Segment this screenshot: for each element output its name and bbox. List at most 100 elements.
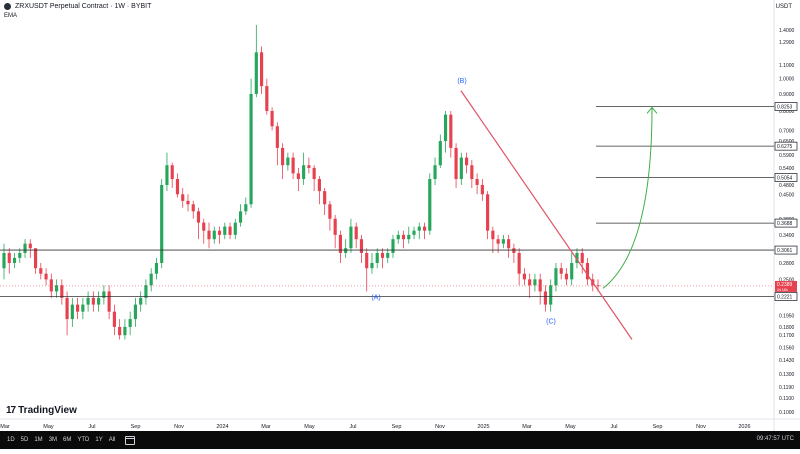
candle-body[interactable] <box>517 252 521 274</box>
candle-body[interactable] <box>81 304 85 312</box>
candle-body[interactable] <box>317 179 321 192</box>
candle-body[interactable] <box>312 167 316 180</box>
candle-body[interactable] <box>33 248 38 269</box>
candle-body[interactable] <box>70 304 74 320</box>
timeframe-ytd[interactable]: YTD <box>77 437 90 443</box>
candle-body[interactable] <box>407 234 411 240</box>
candle-body[interactable] <box>28 243 32 249</box>
candle-body[interactable] <box>23 243 27 253</box>
candle-body[interactable] <box>139 297 143 305</box>
indicator-label[interactable]: EMA <box>4 13 18 19</box>
candle-body[interactable] <box>386 252 390 258</box>
candle-body[interactable] <box>454 147 458 180</box>
candle-body[interactable] <box>459 157 463 180</box>
candle-body[interactable] <box>575 252 579 263</box>
candle-body[interactable] <box>181 194 185 201</box>
candle-body[interactable] <box>212 230 216 240</box>
candle-body[interactable] <box>270 111 274 127</box>
candle-body[interactable] <box>223 226 227 235</box>
candle-body[interactable] <box>128 319 132 327</box>
candle-body[interactable] <box>338 234 343 253</box>
candle-body[interactable] <box>344 248 348 253</box>
candle-body[interactable] <box>380 252 385 258</box>
candle-body[interactable] <box>60 285 64 298</box>
candle-body[interactable] <box>233 222 237 235</box>
candle-body[interactable] <box>160 184 164 263</box>
candle-body[interactable] <box>585 262 590 280</box>
candle-body[interactable] <box>123 326 127 336</box>
candle-body[interactable] <box>228 226 232 235</box>
candle-body[interactable] <box>480 184 484 195</box>
candle-body[interactable] <box>302 165 306 180</box>
candle-body[interactable] <box>118 326 122 336</box>
candle-body[interactable] <box>443 114 448 142</box>
calendar-icon[interactable] <box>125 435 136 445</box>
timeframe-1y[interactable]: 1Y <box>95 437 103 443</box>
symbol-header[interactable]: ZRXUSDT Perpetual Contract · 1W · BYBIT <box>4 3 151 10</box>
candle-body[interactable] <box>470 165 474 180</box>
candle-body[interactable] <box>165 165 169 185</box>
candle-body[interactable] <box>86 297 90 305</box>
candle-body[interactable] <box>391 239 395 253</box>
candle-body[interactable] <box>7 252 11 263</box>
candle-body[interactable] <box>65 297 69 320</box>
candle-body[interactable] <box>107 291 111 312</box>
symbol-title[interactable]: ZRXUSDT Perpetual Contract · 1W · BYBIT <box>15 3 152 10</box>
candle-body[interactable] <box>564 273 569 280</box>
candle-body[interactable] <box>370 262 374 269</box>
candle-body[interactable] <box>396 234 400 240</box>
candle-body[interactable] <box>12 257 17 263</box>
candle-body[interactable] <box>570 262 574 280</box>
candle-body[interactable] <box>412 230 416 235</box>
candle-body[interactable] <box>39 268 43 274</box>
candle-body[interactable] <box>207 230 211 240</box>
candle-body[interactable] <box>170 165 174 180</box>
candle-body[interactable] <box>149 273 153 286</box>
candle-body[interactable] <box>486 194 490 231</box>
candle-body[interactable] <box>175 179 180 195</box>
candle-body[interactable] <box>365 252 369 269</box>
candle-body[interactable] <box>501 239 505 244</box>
candle-body[interactable] <box>491 230 495 240</box>
descending-trendline[interactable] <box>460 90 633 340</box>
candle-body[interactable] <box>249 93 253 205</box>
candle-body[interactable] <box>44 273 48 280</box>
candle-body[interactable] <box>196 211 201 223</box>
candle-body[interactable] <box>354 226 358 240</box>
candle-body[interactable] <box>254 52 258 94</box>
candle-body[interactable] <box>265 86 269 112</box>
candle-body[interactable] <box>154 262 159 274</box>
candle-body[interactable] <box>202 222 206 231</box>
candle-body[interactable] <box>186 200 190 205</box>
candle-body[interactable] <box>538 279 542 292</box>
candle-body[interactable] <box>97 297 101 305</box>
candle-body[interactable] <box>433 165 437 180</box>
candle-body[interactable] <box>323 191 327 205</box>
candle-body[interactable] <box>475 179 479 185</box>
candle-body[interactable] <box>417 226 421 231</box>
candle-body[interactable] <box>328 204 332 219</box>
candle-body[interactable] <box>359 239 364 253</box>
candle-body[interactable] <box>349 226 353 249</box>
timeframe-1m[interactable]: 1M <box>34 437 43 443</box>
candle-body[interactable] <box>438 141 442 166</box>
candle-body[interactable] <box>144 285 148 298</box>
candle-body[interactable] <box>191 204 195 212</box>
candle-body[interactable] <box>428 179 432 231</box>
candle-body[interactable] <box>275 126 279 148</box>
currency-label[interactable]: USDT <box>775 4 792 10</box>
candle-body[interactable] <box>549 285 553 305</box>
candle-body[interactable] <box>559 268 563 274</box>
timeframe-all[interactable]: All <box>108 437 116 443</box>
candle-body[interactable] <box>291 157 295 174</box>
candle-body[interactable] <box>465 157 469 166</box>
candle-body[interactable] <box>543 291 548 305</box>
candle-body[interactable] <box>54 285 59 292</box>
candle-body[interactable] <box>91 297 95 305</box>
candle-body[interactable] <box>2 252 6 269</box>
candle-body[interactable] <box>333 218 337 235</box>
timeframe-6m[interactable]: 6M <box>63 437 72 443</box>
candle-body[interactable] <box>244 204 248 212</box>
candle-body[interactable] <box>76 304 80 312</box>
